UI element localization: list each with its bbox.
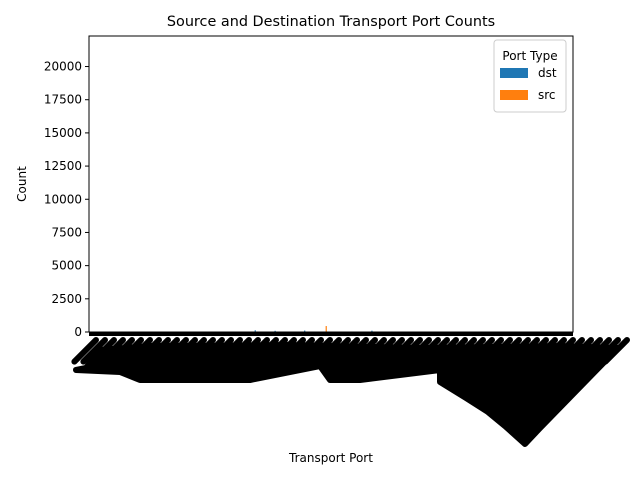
bar-src-0 (325, 326, 327, 332)
y-tick-label-3: 7500 (51, 225, 82, 239)
legend-label-dst: dst (538, 66, 557, 80)
x-tick-label-15 (206, 337, 234, 365)
x-tick-label-54 (557, 337, 585, 365)
y-tick-label-1: 2500 (51, 292, 82, 306)
x-tick-label-59 (602, 337, 630, 365)
x-tick-label-27 (314, 337, 342, 365)
y-axis-label: Count (15, 166, 29, 202)
x-tick-label-21 (260, 337, 288, 365)
x-tick-label-20 (251, 337, 279, 365)
x-tick-label-39 (422, 337, 450, 365)
bar-dst-2 (274, 330, 276, 332)
x-tick-label-17 (224, 337, 252, 365)
x-tick-label-11 (170, 337, 198, 365)
x-tick-label-12 (179, 337, 207, 365)
x-tick-label-31 (350, 337, 378, 365)
x-tick-label-19 (242, 337, 270, 365)
x-tick-label-14 (197, 337, 225, 365)
y-tick-label-0: 0 (74, 325, 82, 339)
x-tick-label-35 (386, 337, 414, 365)
y-tick-label-2: 5000 (51, 259, 82, 273)
bar-dst-4 (371, 330, 373, 332)
x-tick-label-40 (431, 337, 459, 365)
x-tick-label-49 (512, 337, 540, 365)
chart-title: Source and Destination Transport Port Co… (167, 14, 495, 30)
x-tick-label-56 (575, 337, 603, 365)
x-tick-label-52 (539, 337, 567, 365)
x-tick-label-6 (125, 337, 153, 365)
x-tick-label-36 (395, 337, 423, 365)
x-tick-label-32 (359, 337, 387, 365)
x-tick-label-53 (548, 337, 576, 365)
y-tick-label-8: 20000 (44, 60, 82, 74)
x-tick-label-57 (584, 337, 612, 365)
bar-dst-3 (304, 330, 306, 332)
x-tick-label-25 (296, 337, 324, 365)
x-tick-label-0 (71, 337, 99, 365)
x-tick-label-28 (323, 337, 351, 365)
x-tick-label-41 (440, 337, 468, 365)
x-tick-label-33 (368, 337, 396, 365)
x-tick-label-47 (494, 337, 522, 365)
y-tick-label-5: 12500 (44, 159, 82, 173)
x-tick-label-55 (566, 337, 594, 365)
x-tick-label-29 (332, 337, 360, 365)
legend-swatch-dst (500, 68, 528, 78)
legend-title: Port Type (502, 49, 557, 63)
x-tick-label-8 (143, 337, 171, 365)
x-tick-label-7 (134, 337, 162, 365)
x-tick-label-10 (161, 337, 189, 365)
y-tick-label-7: 17500 (44, 93, 82, 107)
x-tick-label-16 (215, 337, 243, 365)
y-axis: 0 2500 5000 7500 10000 12500 15000 17500 20000 (44, 60, 89, 339)
x-tick-label-58 (593, 337, 621, 365)
x-tick-label-50 (521, 337, 549, 365)
x-tick-label-22 (269, 337, 297, 365)
x-tick-label-23 (278, 337, 306, 365)
x-tick-label-43 (458, 337, 486, 365)
x-tick-marks (89, 332, 573, 336)
legend-label-src: src (538, 88, 556, 102)
x-tick-label-18 (233, 337, 261, 365)
x-axis-label: Transport Port (288, 451, 373, 465)
legend-swatch-src (500, 90, 528, 100)
x-tick-label-2 (89, 337, 117, 365)
x-tick-label-1 (80, 337, 108, 365)
x-tick-label-34 (377, 337, 405, 365)
legend-entries: dst src (500, 66, 557, 102)
x-tick-label-51 (530, 337, 558, 365)
x-tick-label-13 (188, 337, 216, 365)
x-tick-label-5 (116, 337, 144, 365)
x-tick-label-42 (449, 337, 477, 365)
legend: Port Type dst src (493, 39, 567, 113)
x-tick-label-48 (503, 337, 531, 365)
y-tick-label-4: 10000 (44, 192, 82, 206)
x-tick-label-44 (467, 337, 495, 365)
x-tick-label-3 (98, 337, 126, 365)
x-tick-label-30 (341, 337, 369, 365)
bar-dst-1 (254, 330, 256, 332)
x-tick-labels (71, 337, 630, 447)
x-tick-label-9 (152, 337, 180, 365)
x-tick-label-38 (413, 337, 441, 365)
y-tick-label-6: 15000 (44, 126, 82, 140)
x-tick-label-4 (107, 337, 135, 365)
x-tick-label-45 (476, 337, 504, 365)
x-tick-label-26 (305, 337, 333, 365)
plot-area (88, 35, 574, 336)
x-tick-label-46 (485, 337, 513, 365)
x-tick-label-24 (287, 337, 315, 365)
x-tick-label-37 (404, 337, 432, 365)
